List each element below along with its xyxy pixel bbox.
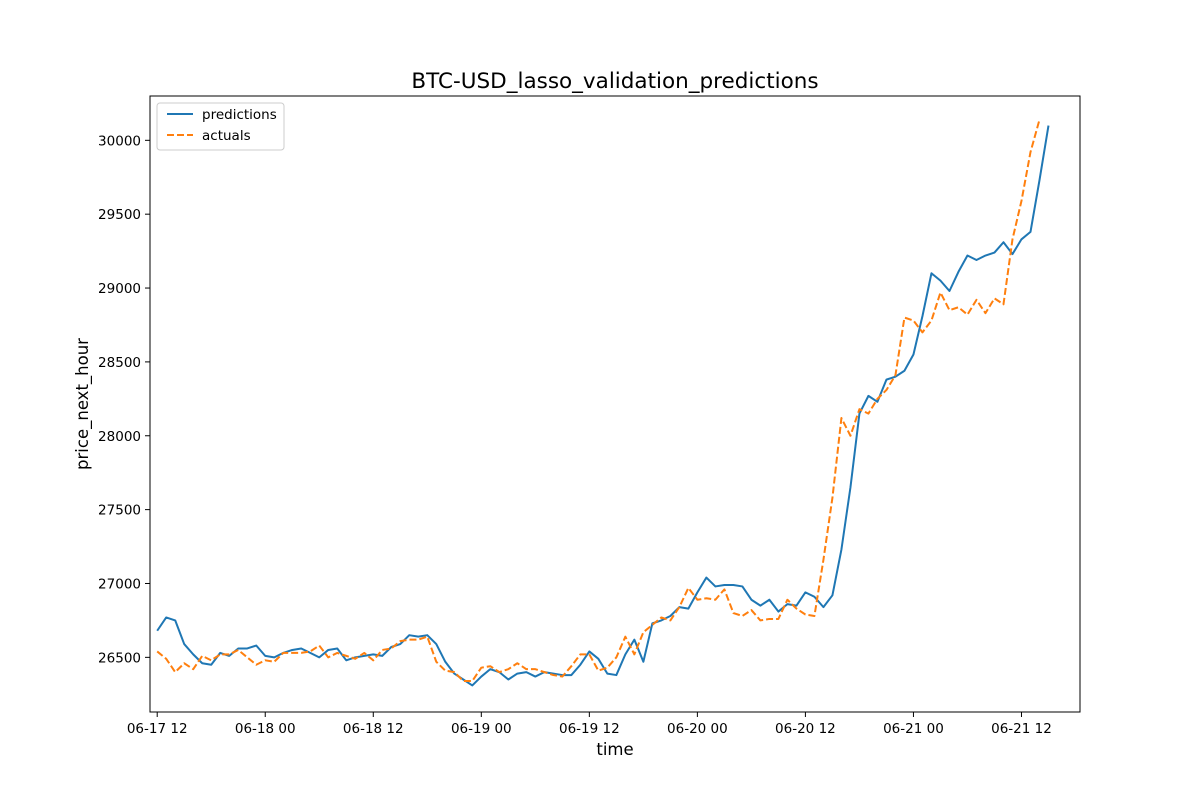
- y-tick-label: 29000: [98, 281, 141, 297]
- x-tick-label: 06-19 12: [559, 721, 620, 737]
- plot-frame: [149, 95, 1081, 713]
- y-tick-label: 29500: [98, 207, 141, 223]
- legend: predictions actuals: [156, 102, 285, 151]
- x-tick-label: 06-20 00: [667, 721, 728, 737]
- y-tick-label: 30000: [98, 133, 141, 149]
- x-axis-label: time: [596, 740, 633, 759]
- x-tick-label: 06-21 12: [991, 721, 1052, 737]
- y-axis-label: price_next_hour: [73, 338, 93, 470]
- x-tick-label: 06-20 12: [775, 721, 836, 737]
- plot-area: [149, 95, 1081, 713]
- series-line-predictions: [156, 125, 1050, 687]
- y-tick-label: 26500: [98, 650, 141, 666]
- series-line-actuals: [156, 119, 1041, 682]
- y-tick-label: 27500: [98, 503, 141, 519]
- x-tick-label: 06-21 00: [883, 721, 944, 737]
- chart-title: BTC-USD_lasso_validation_predictions: [411, 69, 818, 94]
- y-axis-ticks: 26500 27000 27500 28000 28500 29000 29500 30000: [98, 133, 150, 666]
- y-tick-label: 27000: [98, 576, 141, 592]
- x-tick-label: 06-18 00: [235, 721, 296, 737]
- legend-label-predictions: predictions: [202, 107, 277, 123]
- y-tick-label: 28500: [98, 355, 141, 371]
- y-tick-label: 28000: [98, 429, 141, 445]
- legend-label-actuals: actuals: [202, 128, 251, 144]
- x-axis-ticks: 06-17 12 06-18 00 06-18 12 06-19 00 06-19 12…: [127, 712, 1052, 737]
- x-tick-label: 06-18 12: [343, 721, 404, 737]
- x-tick-label: 06-17 12: [127, 721, 188, 737]
- series-layer: [156, 119, 1050, 687]
- x-tick-label: 06-19 00: [451, 721, 512, 737]
